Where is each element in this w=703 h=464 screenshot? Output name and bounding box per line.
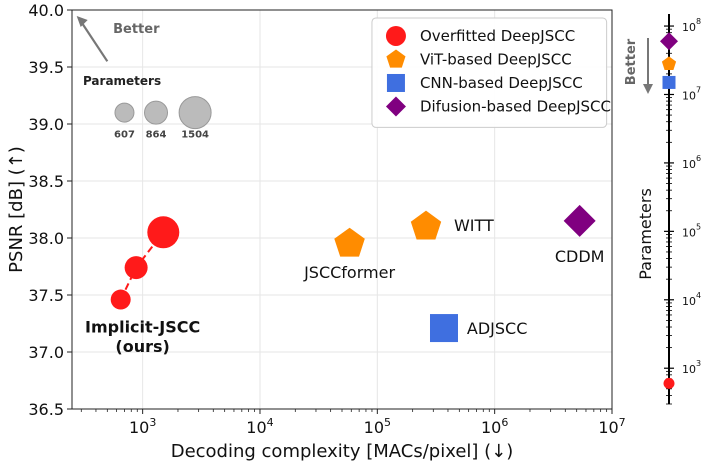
ours-label-line2: (ours) xyxy=(115,337,169,356)
legend-label: Overfitted DeepJSCC xyxy=(420,27,575,45)
parameters-tick-label-exponent: 8 xyxy=(696,17,701,26)
better-arrow-head xyxy=(76,15,88,27)
x-tick-label: 103 xyxy=(129,416,156,437)
data-point-square xyxy=(429,314,458,343)
x-tick-label-base: 10 xyxy=(364,418,384,437)
size-legend-title: Parameters xyxy=(83,74,161,88)
parameters-better-arrow-head xyxy=(643,84,653,94)
x-axis-label: Decoding complexity [MACs/pixel] (↓) xyxy=(171,441,514,462)
parameters-tick-label: 108 xyxy=(682,17,701,34)
parameters-point-diamond xyxy=(660,32,678,51)
parameters-tick-label-exponent: 3 xyxy=(696,359,701,368)
x-tick-label-base: 10 xyxy=(246,418,266,437)
legend-marker-pentagon xyxy=(386,49,406,68)
legend: Overfitted DeepJSCC ViT-based DeepJSCC CNN… xyxy=(371,17,611,128)
data-point-circle xyxy=(124,256,148,280)
y-tick-label: 37.0 xyxy=(28,343,64,362)
parameters-axis-label: Parameters xyxy=(636,188,655,280)
better-label: Better xyxy=(113,22,160,37)
x-tick-label-base: 10 xyxy=(598,418,618,437)
point-label-cddm: CDDM xyxy=(555,247,605,266)
parameters-tick-label-exponent: 7 xyxy=(696,85,701,94)
parameters-tick-label-base: 10 xyxy=(682,295,696,308)
point-label-jsccformer: JSCCformer xyxy=(303,263,395,282)
data-point-pentagon xyxy=(410,210,442,240)
x-tick-label: 106 xyxy=(481,416,508,437)
legend-marker-circle xyxy=(385,25,406,46)
size-legend-label: 1504 xyxy=(181,130,209,141)
x-tick-label: 107 xyxy=(598,416,625,437)
y-tick-label: 39.0 xyxy=(28,115,64,134)
parameters-point-circle xyxy=(663,377,675,389)
parameters-tick-label-base: 10 xyxy=(682,21,696,34)
x-tick-label-exponent: 7 xyxy=(619,416,626,429)
y-tick-label: 38.0 xyxy=(28,229,64,248)
y-tick-label: 40.0 xyxy=(28,1,64,20)
parameters-tick-label-base: 10 xyxy=(682,89,696,102)
parameters-tick-label-base: 10 xyxy=(682,158,696,171)
ours-label-line1: Implicit-JSCC xyxy=(85,318,200,337)
parameters-tick-label: 106 xyxy=(682,154,701,171)
x-tick-label-base: 10 xyxy=(481,418,501,437)
parameters-point-pentagon xyxy=(661,56,677,70)
point-label-witt: WITT xyxy=(454,216,494,235)
y-tick-label: 39.5 xyxy=(28,58,64,77)
main-ticks: 103 104 105 106 10736.537.037.538.038.539.03… xyxy=(6,1,626,462)
parameters-tick-label-exponent: 4 xyxy=(696,291,701,300)
x-tick-label-exponent: 5 xyxy=(384,416,391,429)
parameters-tick-label: 103 xyxy=(682,359,701,376)
main-marks xyxy=(110,204,596,343)
size-legend-circle xyxy=(178,96,212,130)
legend-label: CNN-based DeepJSCC xyxy=(420,74,583,92)
better-arrow-line xyxy=(77,17,109,62)
parameters-tick-label: 104 xyxy=(682,291,701,308)
size-legend-label: 607 xyxy=(114,130,135,141)
data-point-diamond xyxy=(563,204,596,237)
legend-marker-diamond xyxy=(385,96,406,117)
size-legend-circle xyxy=(144,100,169,125)
y-tick-label: 37.5 xyxy=(28,286,64,305)
x-tick-label-base: 10 xyxy=(129,418,149,437)
legend-label: ViT-based DeepJSCC xyxy=(420,50,572,68)
parameters-tick-label-base: 10 xyxy=(682,363,696,376)
legend-label: Difusion-based DeepJSCC xyxy=(420,97,611,115)
x-tick-label: 105 xyxy=(364,416,391,437)
size-legend-label: 864 xyxy=(146,130,167,141)
x-tick-label-exponent: 4 xyxy=(267,416,274,429)
data-point-circle xyxy=(147,216,180,249)
parameters-better-label: Better xyxy=(624,38,639,85)
parameters-point-square xyxy=(662,75,676,89)
legend-box xyxy=(371,17,608,128)
parameters-tick-label-exponent: 5 xyxy=(696,222,701,231)
x-tick-label-exponent: 3 xyxy=(149,416,156,429)
parameters-tick-label: 105 xyxy=(682,222,701,239)
y-tick-label: 38.5 xyxy=(28,172,64,191)
y-axis-label: PSNR [dB] (↑) xyxy=(6,146,27,273)
point-label-adjscc: ADJSCC xyxy=(467,319,527,338)
legend-marker-square xyxy=(386,73,405,92)
data-point-circle xyxy=(110,289,131,310)
size-legend-circle xyxy=(114,102,135,123)
parameters-tick-label: 107 xyxy=(682,85,701,102)
y-tick-label: 36.5 xyxy=(28,400,64,419)
x-tick-label-exponent: 6 xyxy=(501,416,508,429)
parameters-tick-label-exponent: 6 xyxy=(696,154,701,163)
main-annotations: Better Parameters 607 864 1504 JSCCformer WITT… xyxy=(76,15,605,356)
x-tick-label: 104 xyxy=(246,416,273,437)
parameters-tick-label-base: 10 xyxy=(682,226,696,239)
data-point-pentagon xyxy=(334,227,365,257)
